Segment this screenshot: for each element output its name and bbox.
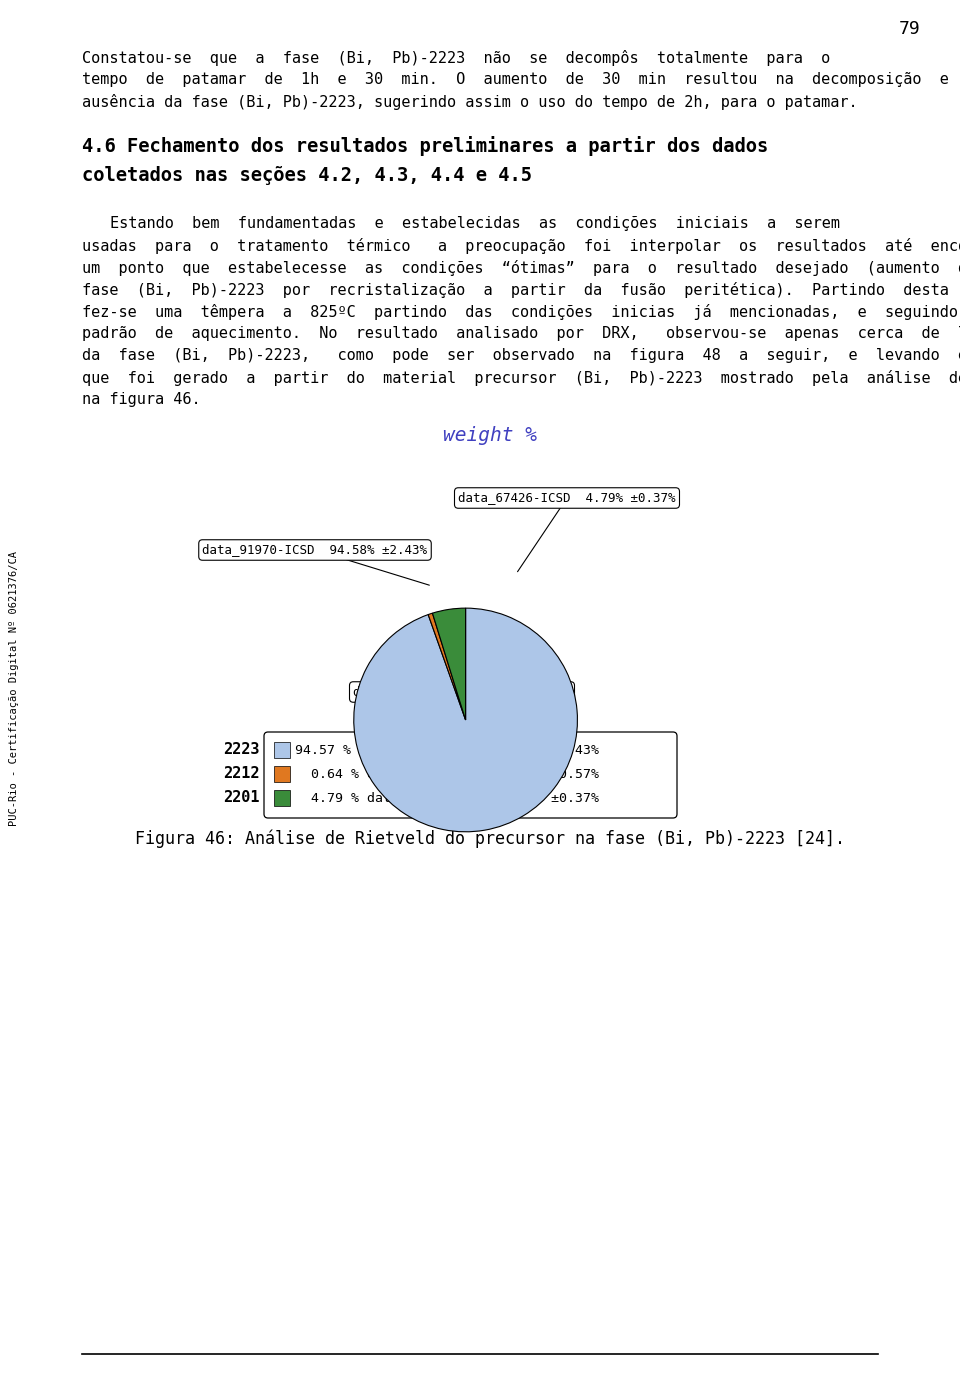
- Text: data_67426-ICSD  4.79% ±0.37%: data_67426-ICSD 4.79% ±0.37%: [458, 492, 676, 505]
- Text: da  fase  (Bi,  Pb)-2223,   como  pode  ser  observado  na  figura  48  a  segui: da fase (Bi, Pb)-2223, como pode ser obs…: [82, 348, 960, 363]
- Bar: [274, 766, 290, 781]
- Bar: [274, 742, 290, 758]
- FancyBboxPatch shape: [264, 733, 677, 818]
- Text: fez-se  uma  têmpera  a  825ºC  partindo  das  condições  inicias  já  mencionad: fez-se uma têmpera a 825ºC partindo das …: [82, 303, 960, 320]
- Wedge shape: [428, 614, 466, 720]
- Text: Estando  bem  fundamentadas  e  estabelecidas  as  condições  iniciais  a  serem: Estando bem fundamentadas e estabelecida…: [110, 217, 840, 231]
- Text: usadas  para  o  tratamento  térmico   a  preocupação  foi  interpolar  os  resu: usadas para o tratamento térmico a preoc…: [82, 238, 960, 254]
- Wedge shape: [354, 608, 577, 832]
- Text: Constatou-se  que  a  fase  (Bi,  Pb)-2223  não  se  decompôs  totalmente  para : Constatou-se que a fase (Bi, Pb)-2223 nã…: [82, 50, 830, 66]
- Text: 79: 79: [900, 20, 921, 38]
- Text: 4.6 Fechamento dos resultados preliminares a partir dos dados: 4.6 Fechamento dos resultados preliminar…: [82, 136, 768, 157]
- Text: na figura 46.: na figura 46.: [82, 391, 201, 407]
- Text: 2212: 2212: [224, 766, 260, 781]
- Text: 2223: 2223: [224, 742, 260, 758]
- Text: tempo  de  patamar  de  1h  e  30  min.  O  aumento  de  30  min  resultou  na  : tempo de patamar de 1h e 30 min. O aumen…: [82, 73, 948, 87]
- Text: PUC-Rio - Certificação Digital Nº 0621376/CA: PUC-Rio - Certificação Digital Nº 062137…: [9, 551, 19, 825]
- Bar: [274, 790, 290, 807]
- Text: um  ponto  que  estabelecesse  as  condições  “ótimas”  para  o  resultado  dese: um ponto que estabelecesse as condições …: [82, 260, 960, 275]
- Text: ausência da fase (Bi, Pb)-2223, sugerindo assim o uso do tempo de 2h, para o pat: ausência da fase (Bi, Pb)-2223, sugerind…: [82, 94, 857, 110]
- Text: Figura 46: Análise de Rietveld do precursor na fase (Bi, Pb)-2223 [24].: Figura 46: Análise de Rietveld do precur…: [135, 830, 845, 849]
- Text: weight %: weight %: [443, 426, 537, 445]
- Text: 4.79 % data_67426-ICSD  4.79% ±0.37%: 4.79 % data_67426-ICSD 4.79% ±0.37%: [295, 791, 599, 804]
- Text: 0.64 % data_65862-ICSD  0.64% ±0.57%: 0.64 % data_65862-ICSD 0.64% ±0.57%: [295, 768, 599, 780]
- Text: 2201: 2201: [224, 790, 260, 805]
- Text: data_91970-ICSD  94.58% ±2.43%: data_91970-ICSD 94.58% ±2.43%: [203, 544, 427, 556]
- Text: 94.57 % data_91970-ICSD  94.58% ±2.43%: 94.57 % data_91970-ICSD 94.58% ±2.43%: [295, 744, 599, 756]
- Text: que  foi  gerado  a  partir  do  material  precursor  (Bi,  Pb)-2223  mostrado  : que foi gerado a partir do material prec…: [82, 370, 960, 386]
- Text: coletados nas seções 4.2, 4.3, 4.4 e 4.5: coletados nas seções 4.2, 4.3, 4.4 e 4.5: [82, 166, 532, 185]
- Text: data_65862-ICSD  0.64% ±0.57%: data_65862-ICSD 0.64% ±0.57%: [353, 685, 571, 699]
- Wedge shape: [432, 608, 466, 720]
- Text: fase  (Bi,  Pb)-2223  por  recristalização  a  partir  da  fusão  peritética).  : fase (Bi, Pb)-2223 por recristalização a…: [82, 282, 960, 298]
- Text: padrão  de  aquecimento.  No  resultado  analisado  por  DRX,   observou-se  ape: padrão de aquecimento. No resultado anal…: [82, 326, 960, 341]
